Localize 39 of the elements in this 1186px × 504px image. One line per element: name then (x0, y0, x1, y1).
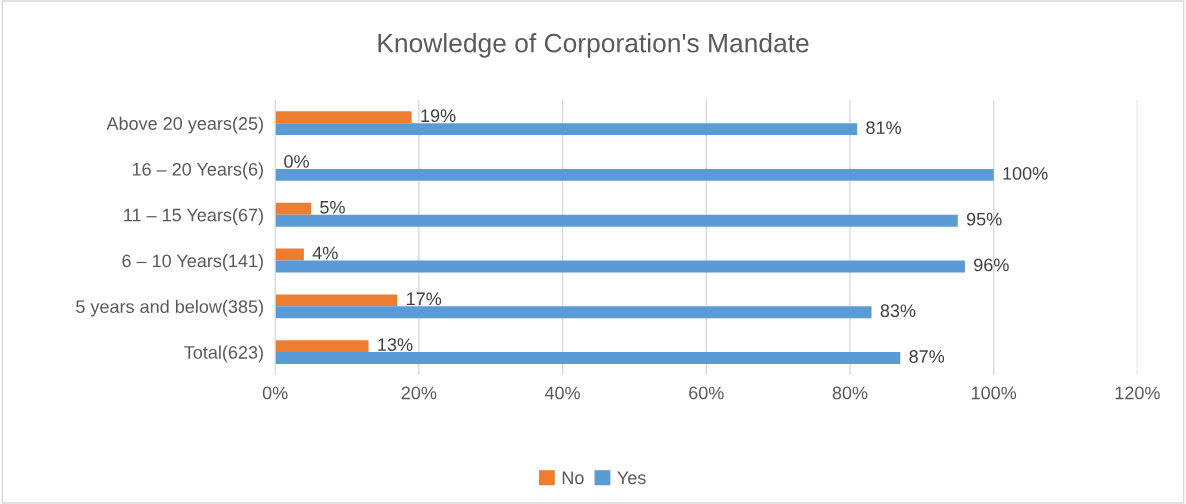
x-tick-label: 100% (971, 386, 1017, 400)
bar (275, 352, 901, 364)
data-label: 95% (966, 212, 1002, 226)
x-tick-label: 40% (544, 386, 580, 400)
data-label: 81% (866, 121, 901, 134)
legend-label: No (562, 471, 584, 485)
data-label: 100% (1003, 166, 1048, 180)
data-label: 4% (312, 246, 338, 260)
x-tick-label: 120% (1115, 386, 1160, 400)
y-tick-label: 5 years and below(385) (76, 299, 263, 317)
data-label: 17% (407, 292, 442, 306)
y-tick-label: Total(623) (184, 345, 263, 363)
bar (275, 111, 412, 124)
x-tick-label: 60% (689, 386, 724, 400)
data-label: 87% (909, 350, 945, 363)
bar (275, 214, 958, 227)
x-tick-label: 80% (832, 386, 868, 400)
bar (275, 294, 398, 307)
data-label: 96% (974, 258, 1009, 272)
x-tick-label: 20% (401, 386, 437, 400)
bar (275, 123, 858, 136)
bar (275, 306, 872, 319)
y-tick-label: 6 – 10 Years(141) (122, 253, 263, 271)
data-label: 13% (378, 338, 413, 351)
data-label: 5% (320, 200, 345, 214)
y-tick-label: 11 – 15 Years(67) (124, 208, 263, 226)
y-tick-label: Above 20 years(25) (106, 116, 263, 134)
bar (275, 168, 994, 181)
bar (275, 202, 312, 215)
bar (275, 260, 965, 273)
bar (275, 340, 369, 353)
data-label: 19% (421, 109, 456, 123)
data-label: 83% (880, 304, 916, 318)
legend-label: Yes (617, 471, 646, 485)
data-label: 0% (284, 155, 309, 168)
chart-title: Knowledge of Corporation's Mandate (378, 33, 809, 58)
bar (275, 248, 304, 261)
y-tick-label: 16 – 20 Years(6) (132, 162, 263, 180)
x-tick-label: 0% (262, 386, 288, 400)
